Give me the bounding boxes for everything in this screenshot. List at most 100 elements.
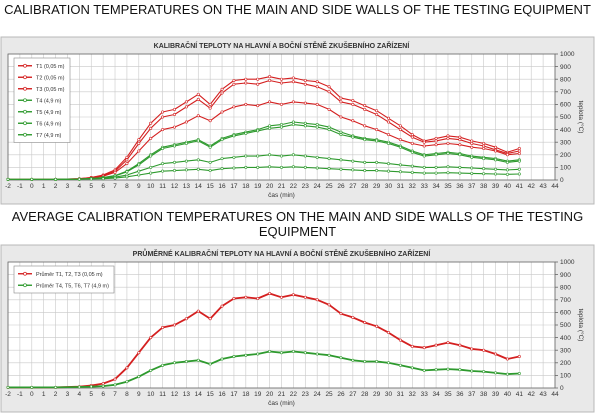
- data-point: [268, 126, 272, 130]
- data-point: [208, 102, 212, 106]
- legend-marker: [23, 271, 27, 276]
- data-point: [196, 139, 200, 143]
- data-point: [268, 78, 272, 82]
- data-point: [256, 129, 260, 133]
- data-point: [256, 165, 260, 169]
- data-point: [256, 77, 260, 81]
- data-point: [172, 107, 176, 111]
- data-point: [291, 349, 295, 353]
- data-point: [339, 130, 343, 134]
- data-point: [315, 80, 319, 84]
- x-tick-label: 0: [30, 183, 34, 190]
- data-point: [517, 152, 521, 156]
- data-point: [137, 138, 141, 142]
- data-point: [375, 139, 379, 143]
- data-point: [327, 107, 331, 111]
- legend-marker: [23, 75, 27, 80]
- x-tick-label: 24: [314, 391, 322, 398]
- data-point: [232, 105, 236, 109]
- data-point: [517, 172, 521, 176]
- data-point: [517, 147, 521, 151]
- x-tick-label: 42: [528, 183, 536, 190]
- data-point: [446, 171, 450, 175]
- data-point: [446, 341, 450, 345]
- data-point: [268, 349, 272, 353]
- data-point: [387, 169, 391, 173]
- data-point: [161, 128, 165, 132]
- data-point: [184, 141, 188, 145]
- data-point: [494, 158, 498, 162]
- data-point: [482, 167, 486, 171]
- data-point: [458, 165, 462, 169]
- data-point: [351, 99, 355, 103]
- x-tick-label: 41: [516, 183, 524, 190]
- data-point: [6, 177, 10, 181]
- data-point: [172, 169, 176, 173]
- data-point: [196, 358, 200, 362]
- data-point: [220, 91, 224, 95]
- x-tick-label: 35: [444, 183, 452, 190]
- data-point: [434, 143, 438, 147]
- x-tick-label: 39: [492, 391, 500, 398]
- data-point: [339, 115, 343, 119]
- data-point: [220, 304, 224, 308]
- y-tick-label: 700: [560, 89, 571, 96]
- data-point: [494, 172, 498, 176]
- data-point: [30, 385, 34, 389]
- data-point: [256, 82, 260, 86]
- x-tick-label: 40: [504, 391, 512, 398]
- legend-entry: T1 (0,05 m): [36, 64, 65, 70]
- x-tick-label: 18: [242, 183, 250, 190]
- data-point: [172, 112, 176, 116]
- data-point: [279, 77, 283, 81]
- data-point: [315, 298, 319, 302]
- data-point: [291, 80, 295, 84]
- data-point: [268, 291, 272, 295]
- x-tick-label: 38: [480, 391, 488, 398]
- data-point: [398, 163, 402, 167]
- data-point: [351, 315, 355, 319]
- data-point: [470, 141, 474, 145]
- data-point: [220, 157, 224, 161]
- x-tick-label: 13: [183, 183, 191, 190]
- data-point: [149, 336, 153, 340]
- legend-entry: T3 (0,05 m): [36, 87, 65, 93]
- data-point: [387, 120, 391, 124]
- x-tick-label: 22: [290, 183, 298, 190]
- data-point: [125, 170, 129, 174]
- data-point: [125, 366, 129, 370]
- data-point: [422, 165, 426, 169]
- data-point: [137, 173, 141, 177]
- data-point: [422, 144, 426, 148]
- data-point: [208, 362, 212, 366]
- data-point: [291, 76, 295, 80]
- legend-marker: [23, 109, 27, 114]
- data-point: [196, 114, 200, 118]
- y-tick-label: 200: [560, 360, 571, 367]
- data-point: [494, 149, 498, 153]
- x-tick-label: 1: [42, 391, 46, 398]
- data-point: [470, 166, 474, 170]
- y-tick-label: 600: [560, 310, 571, 317]
- x-tick-label: 32: [409, 183, 417, 190]
- legend-marker: [23, 283, 27, 288]
- data-point: [125, 162, 129, 166]
- x-tick-label: 0: [30, 391, 34, 398]
- data-point: [54, 177, 58, 181]
- data-point: [470, 145, 474, 149]
- data-point: [268, 100, 272, 104]
- x-tick-label: 15: [207, 391, 215, 398]
- data-point: [410, 164, 414, 168]
- data-point: [351, 119, 355, 123]
- x-tick-label: 1: [42, 183, 46, 190]
- x-tick-label: 15: [207, 183, 215, 190]
- x-tick-label: 28: [361, 391, 369, 398]
- y-tick-label: 300: [560, 139, 571, 146]
- data-point: [303, 121, 307, 125]
- x-tick-label: 36: [456, 391, 464, 398]
- data-point: [517, 149, 521, 153]
- data-point: [161, 326, 165, 330]
- data-point: [77, 385, 81, 389]
- data-point: [470, 171, 474, 175]
- data-point: [161, 115, 165, 119]
